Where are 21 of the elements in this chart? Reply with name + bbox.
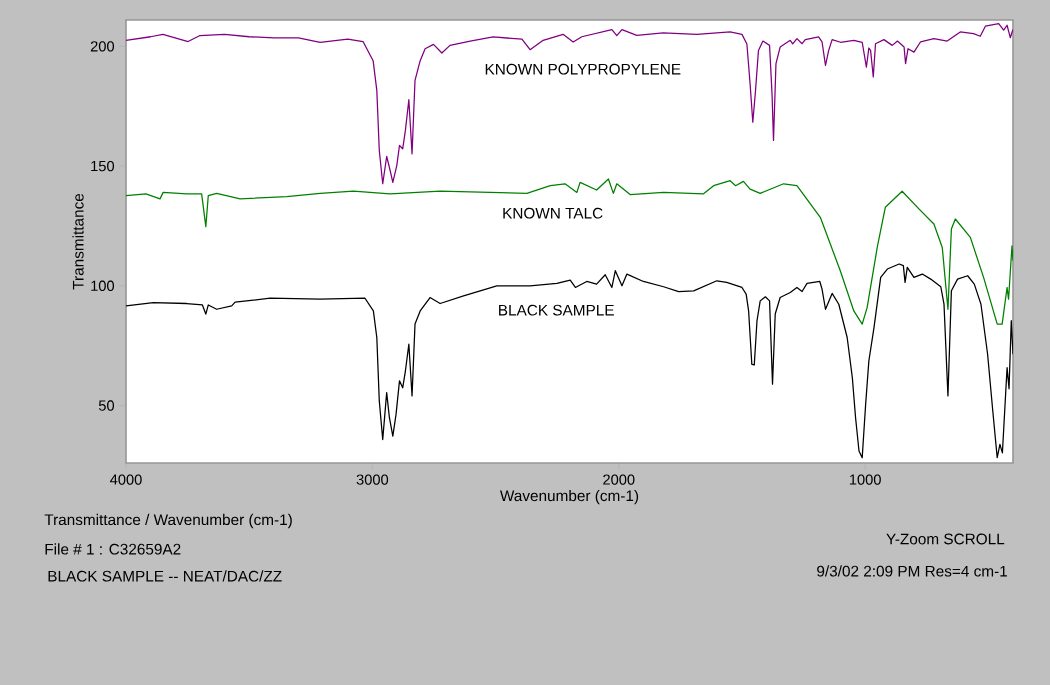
x-tick-label: 2000 — [603, 474, 635, 485]
line-series — [126, 22, 1013, 185]
y-tick-label: 200 — [90, 41, 115, 52]
series-label: KNOWN POLYPROPYLENE — [485, 63, 681, 75]
text: 9/3/02 2:09 PM Res=4 cm-1 — [817, 565, 1007, 577]
text: Y-Zoom SCROLL — [886, 533, 1005, 545]
line-series — [126, 263, 1013, 459]
x-axis-title: Wavenumber (cm-1) — [499, 489, 639, 505]
line-series — [126, 178, 1013, 325]
x-tick-label: 4000 — [110, 474, 142, 485]
text: Transmittance / Wavenumber (cm-1) — [44, 513, 292, 529]
x-tick-label: 1000 — [849, 474, 881, 485]
y-tick-label: 100 — [91, 280, 115, 291]
text: BLACK SAMPLE -- NEAT/DAC/ZZ — [48, 570, 282, 582]
series-label: BLACK SAMPLE — [499, 304, 614, 316]
y-tick-label: 50 — [98, 400, 115, 411]
x-tick-label: 3000 — [356, 474, 389, 485]
y-tick-label: 150 — [91, 160, 115, 172]
text: File # 1 : C32659A2 — [45, 543, 181, 555]
series-label: KNOWN TALC — [503, 207, 603, 219]
y-axis-title: Transmittance — [72, 193, 84, 290]
